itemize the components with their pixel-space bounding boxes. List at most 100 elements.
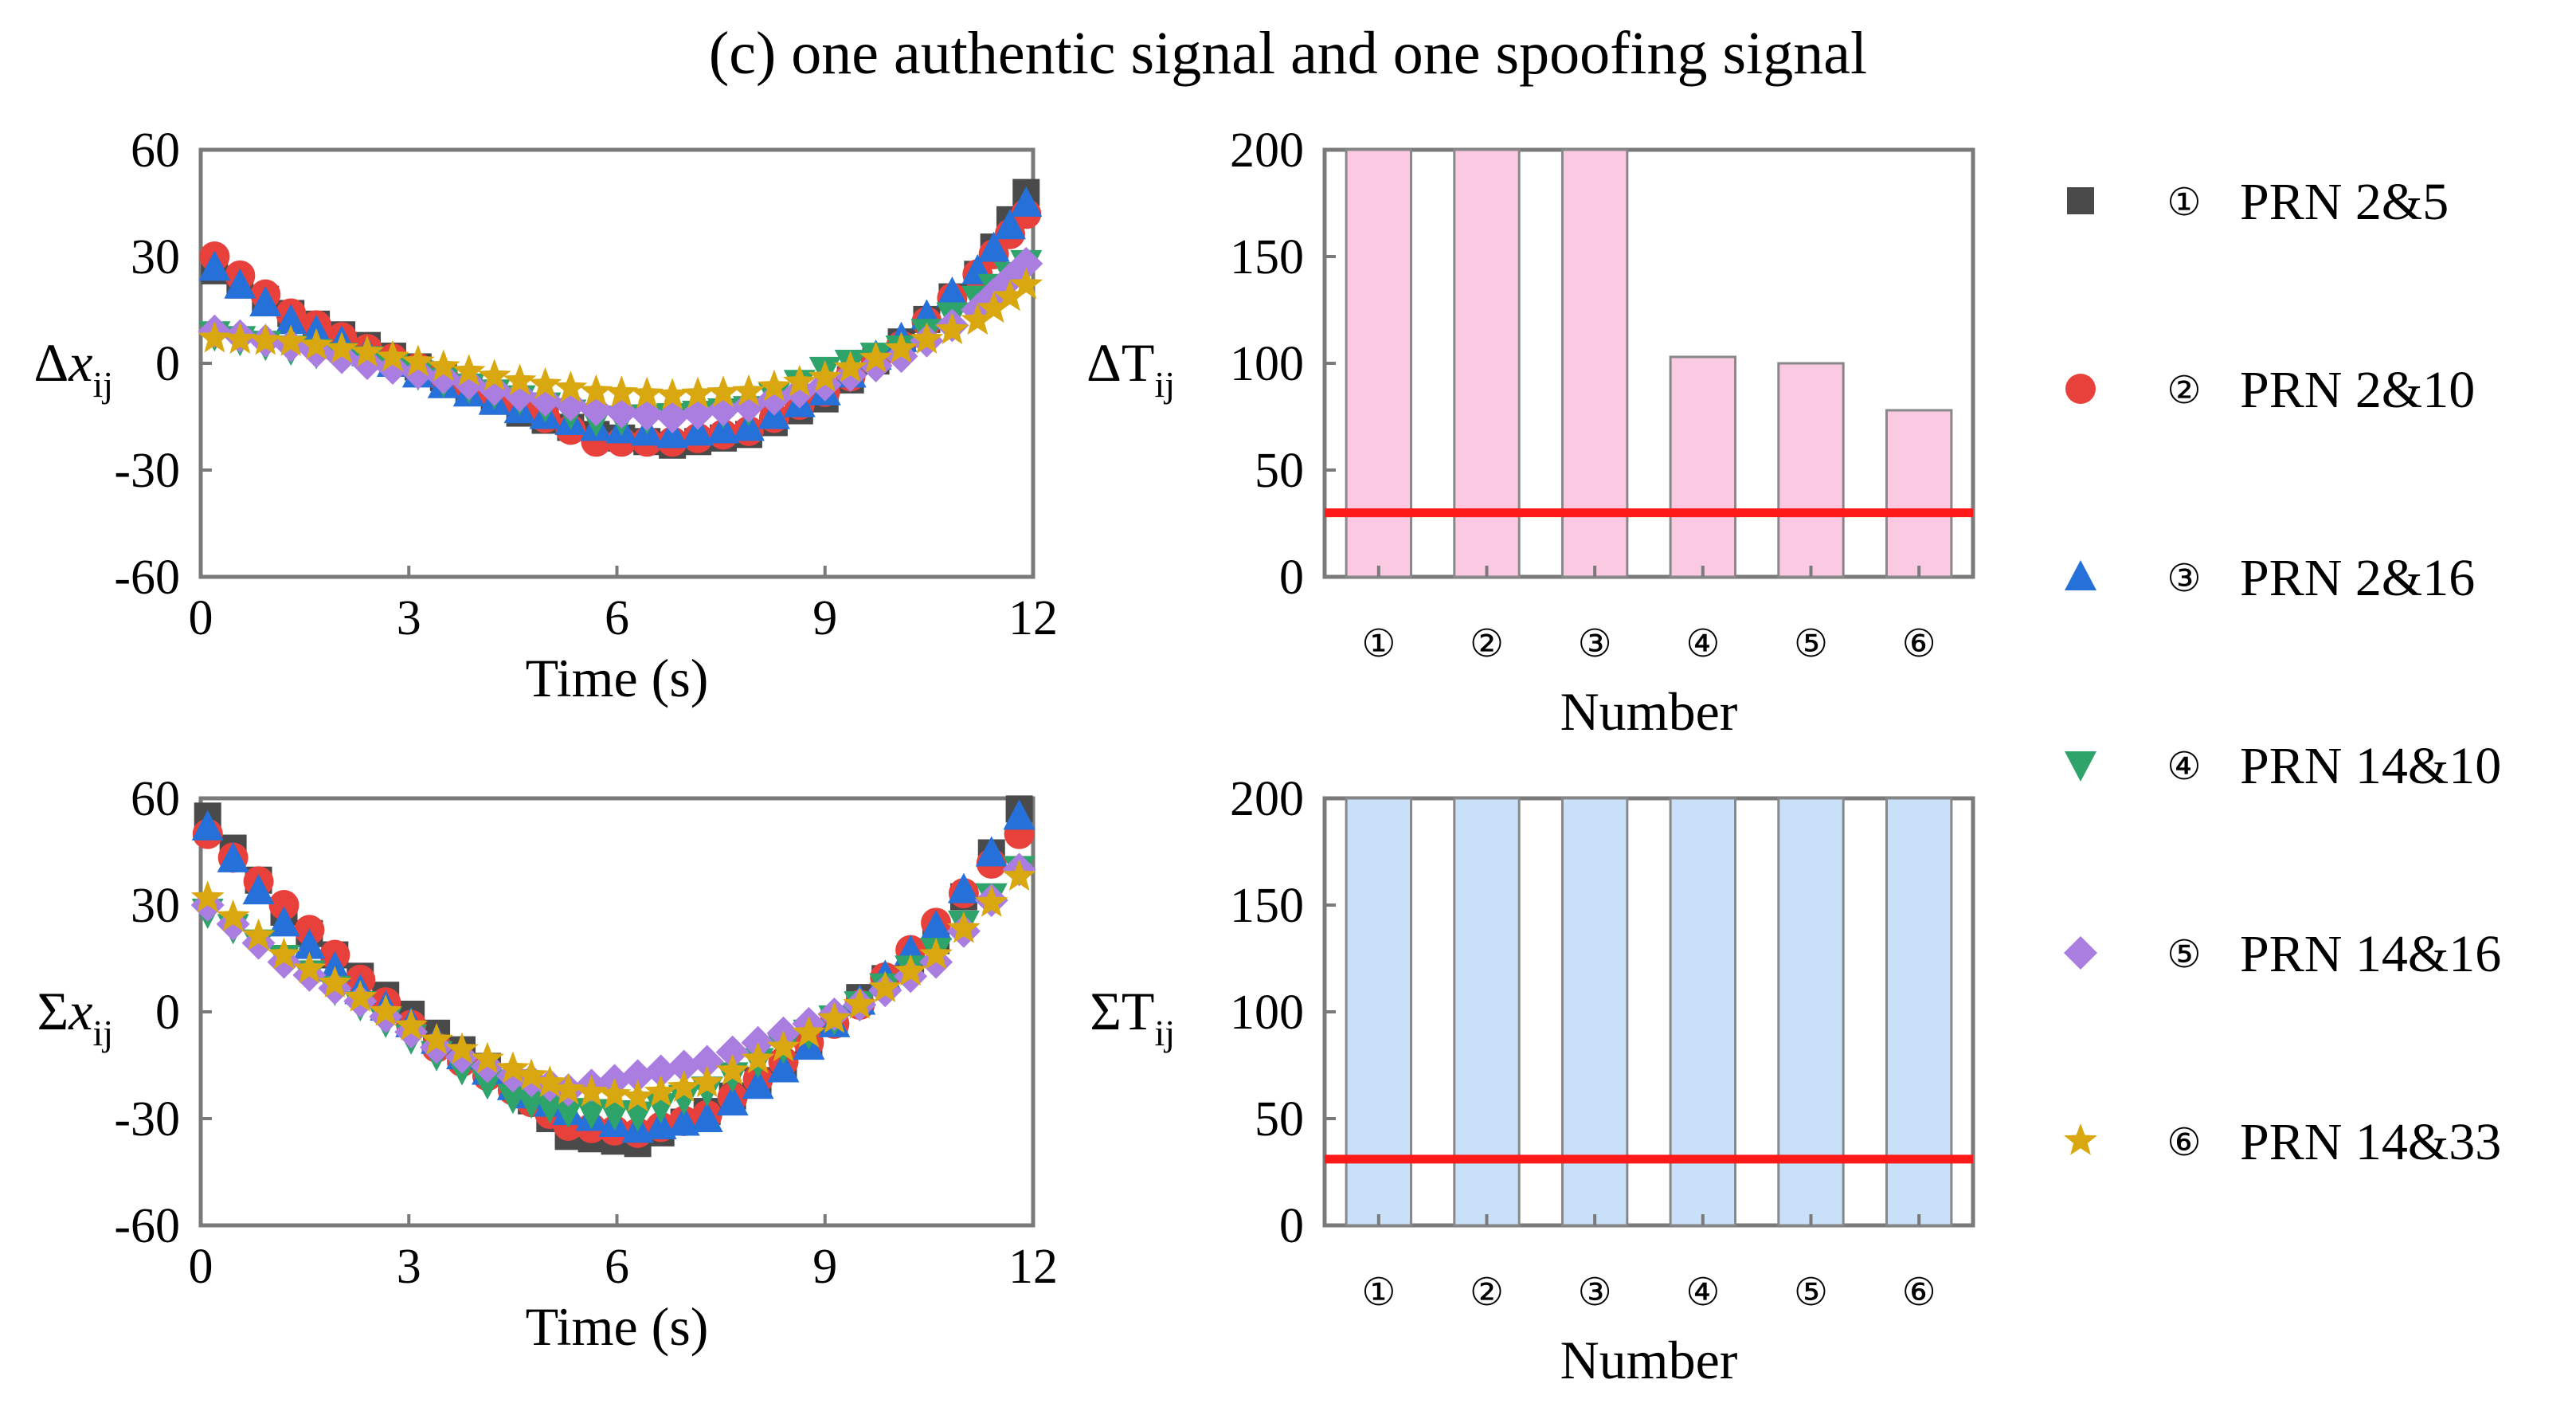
data-point xyxy=(216,899,250,931)
data-point xyxy=(843,987,877,1019)
data-point xyxy=(808,359,842,392)
y-tick-label: 200 xyxy=(1230,123,1304,178)
legend-number: ③ xyxy=(2167,558,2201,600)
data-point xyxy=(299,327,334,360)
data-point xyxy=(974,885,1008,917)
y-tick-label: 100 xyxy=(1230,337,1304,391)
data-point xyxy=(868,970,902,1002)
legend-marker xyxy=(2067,187,2094,214)
data-point xyxy=(191,809,224,841)
data-point xyxy=(884,331,918,363)
legend-label: PRN 14&33 xyxy=(2240,1113,2501,1171)
x-tick-label: ⑤ xyxy=(1794,623,1828,665)
data-point xyxy=(859,341,893,373)
data-point xyxy=(667,1105,700,1136)
data-point xyxy=(681,376,714,409)
data-point xyxy=(190,880,225,912)
data-point xyxy=(275,304,307,335)
data-point xyxy=(691,1102,723,1132)
data-point xyxy=(515,1058,548,1091)
data-point xyxy=(656,378,690,410)
data-point xyxy=(621,1059,655,1093)
y-tick-label: 100 xyxy=(1230,986,1304,1040)
y-tick-label: -30 xyxy=(114,444,180,498)
data-point xyxy=(667,1084,700,1115)
data-point xyxy=(528,366,562,399)
data-point xyxy=(445,1032,479,1064)
bar xyxy=(1885,797,1953,1227)
data-point xyxy=(644,1075,678,1107)
plot-frame xyxy=(1322,147,1975,579)
data-point xyxy=(910,322,944,354)
x-tick-label: ② xyxy=(1470,623,1504,665)
x-tick-label: 12 xyxy=(1008,591,1058,645)
data-point xyxy=(554,370,588,403)
legend-number: ② xyxy=(2167,370,2201,412)
legend-item: ④ PRN 14&10 xyxy=(2065,737,2501,795)
data-point xyxy=(977,291,1011,323)
y-axis-label-main: Δ xyxy=(34,332,69,393)
legend: ① PRN 2&5 ② PRN 2&10 ③ PRN 2&16 ④ PRN 14&10 ⑤ PRN… xyxy=(2064,173,2501,1171)
data-point xyxy=(758,369,791,402)
y-axis-label: ΣTij xyxy=(1090,981,1175,1053)
data-point xyxy=(420,1022,453,1055)
legend-marker xyxy=(2065,560,2096,590)
legend-marker xyxy=(2065,374,2096,404)
bar xyxy=(1560,148,1629,578)
data-point xyxy=(993,209,1026,240)
data-point xyxy=(552,1098,585,1129)
data-point xyxy=(249,323,283,355)
data-point xyxy=(274,324,308,356)
x-tick-label: ⑥ xyxy=(1902,623,1936,665)
data-point xyxy=(690,1045,724,1079)
x-tick-label: ⑤ xyxy=(1794,1272,1828,1314)
bar xyxy=(1669,355,1737,578)
legend-label: PRN 2&10 xyxy=(2240,361,2475,419)
legend-item: ⑤ PRN 14&16 xyxy=(2064,925,2501,983)
data-point xyxy=(198,250,231,281)
x-tick-label: 0 xyxy=(189,591,213,645)
x-tick-label: 3 xyxy=(397,1240,421,1294)
y-tick-label: 0 xyxy=(155,337,180,391)
data-point xyxy=(767,1052,800,1083)
x-tick-label: 0 xyxy=(189,1240,213,1294)
y-tick-label: 30 xyxy=(131,230,180,284)
legend-number: ① xyxy=(2167,182,2201,224)
x-tick-label: 9 xyxy=(812,591,837,645)
data-point xyxy=(477,372,511,406)
legend-marker xyxy=(2064,936,2097,970)
data-point xyxy=(621,1080,655,1111)
data-point xyxy=(533,1065,567,1098)
legend-marker xyxy=(2064,1123,2097,1155)
data-point xyxy=(217,841,249,872)
y-tick-label: 30 xyxy=(131,879,180,933)
x-tick-label: ① xyxy=(1361,1272,1396,1314)
data-point xyxy=(241,918,276,950)
data-point xyxy=(715,1035,750,1069)
legend-item: ② PRN 2&10 xyxy=(2065,361,2475,419)
y-axis-label-main: ΔT xyxy=(1086,332,1154,393)
y-axis-label-var: x xyxy=(68,981,92,1041)
legend-item: ① PRN 2&5 xyxy=(2067,173,2449,231)
y-tick-label: 0 xyxy=(1279,551,1304,605)
data-point xyxy=(452,366,486,401)
x-tick-label: 9 xyxy=(812,1240,837,1294)
x-axis-label: Time (s) xyxy=(526,1296,709,1357)
data-point xyxy=(503,378,537,413)
data-point xyxy=(715,1053,750,1086)
data-point xyxy=(325,331,358,363)
legend-item: ⑥ PRN 14&33 xyxy=(2064,1113,2501,1171)
data-point xyxy=(249,286,282,317)
data-point xyxy=(452,354,486,386)
bar xyxy=(1777,362,1845,578)
data-point xyxy=(993,279,1027,312)
data-point xyxy=(350,335,384,367)
legend-number: ⑤ xyxy=(2167,934,2201,976)
data-point xyxy=(598,1100,631,1131)
data-point xyxy=(644,1054,678,1088)
bar xyxy=(1560,797,1629,1227)
y-axis-label-sub: ij xyxy=(92,1013,113,1053)
data-point xyxy=(716,1085,749,1116)
